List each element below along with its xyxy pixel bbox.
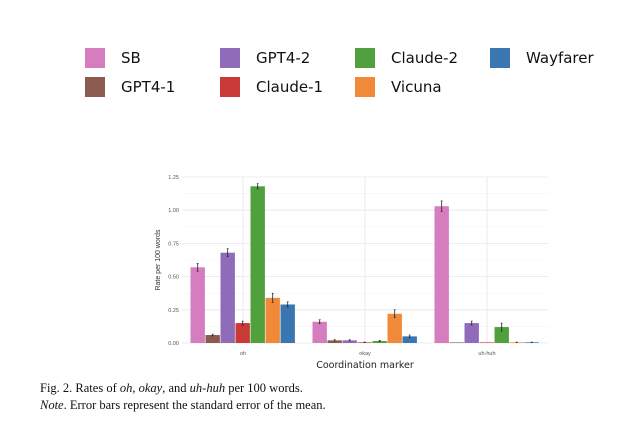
legend-item: GPT4-2 — [220, 48, 310, 68]
legend-label: Claude-2 — [391, 49, 459, 67]
bar-claude-2-oh — [250, 186, 265, 343]
legend-swatch — [355, 77, 375, 97]
caption-okay: okay — [138, 381, 163, 395]
x-tick-label: uh-huh — [478, 351, 495, 357]
bar-claude-1-oh — [235, 323, 250, 343]
legend-item: Vicuna — [355, 77, 442, 97]
legend-swatch — [85, 77, 105, 97]
caption-text: . Error bars represent the standard erro… — [63, 398, 326, 412]
bar-wayfarer-okay — [402, 336, 417, 343]
legend-label: GPT4-1 — [121, 78, 176, 96]
bar-chart: 0.00 0.25 0.50 0.75 1.00 1.25 oh okay uh-huh Coor… — [155, 175, 548, 371]
legend-item: SB — [85, 48, 141, 68]
legend-swatch — [85, 48, 105, 68]
legend-label: Claude-1 — [256, 78, 324, 96]
bar-sb-oh — [190, 267, 205, 343]
legend-swatch — [490, 48, 510, 68]
bar-claude-2-uh-huh — [494, 327, 509, 343]
caption-uh-huh: uh-huh — [189, 381, 226, 395]
caption-text: , — [132, 381, 139, 395]
bar-gpt4-1-okay — [327, 340, 342, 343]
bar-vicuna-okay — [387, 313, 402, 343]
x-axis-label: Coordination marker — [316, 360, 414, 371]
bar-claude-1-uh-huh — [479, 342, 494, 343]
legend-item: Claude-2 — [355, 48, 458, 68]
legend-label: Vicuna — [391, 78, 442, 96]
y-tick-label: 0.00 — [168, 341, 179, 347]
caption-text: per 100 words. — [225, 381, 303, 395]
bar-gpt4-2-oh — [220, 252, 235, 343]
bar-gpt4-2-okay — [342, 340, 357, 343]
y-tick-label: 1.00 — [168, 208, 179, 214]
y-tick-label: 0.50 — [168, 275, 179, 281]
y-tick-label: 0.75 — [168, 241, 179, 247]
caption-oh: oh — [119, 381, 133, 395]
caption-note: Note — [40, 398, 64, 412]
bar-sb-uh-huh — [434, 206, 449, 343]
legend-label: SB — [121, 49, 141, 67]
legend-swatch — [220, 48, 240, 68]
y-tick-label: 1.25 — [168, 175, 179, 181]
figure-caption-line-1: Fig. 2. Rates of oh, okay, and uh-huh pe… — [40, 381, 303, 396]
bar-gpt4-1-uh-huh — [449, 342, 464, 343]
legend-item: Wayfarer — [490, 48, 594, 68]
bar-wayfarer-oh — [280, 304, 295, 343]
legend: SB GPT4-2 Claude-2 Wayfarer GPT4-1 Claude-1 Vi… — [0, 0, 640, 110]
x-tick-label: oh — [240, 351, 246, 357]
y-tick-label: 0.25 — [168, 308, 179, 314]
bar-claude-2-okay — [372, 341, 387, 343]
bar-gpt4-2-uh-huh — [464, 323, 479, 343]
bar-vicuna-oh — [265, 297, 280, 343]
legend-item: Claude-1 — [220, 77, 323, 97]
legend-label: Wayfarer — [526, 49, 594, 67]
bar-sb-okay — [312, 321, 327, 343]
legend-item: GPT4-1 — [85, 77, 175, 97]
caption-text: Fig. 2. Rates of — [40, 381, 120, 395]
x-tick-label: okay — [359, 351, 371, 357]
legend-swatch — [355, 48, 375, 68]
figure-caption-line-2: Note. Error bars represent the standard … — [40, 398, 326, 413]
legend-swatch — [220, 77, 240, 97]
bar-gpt4-1-oh — [205, 335, 220, 343]
caption-text: , and — [162, 381, 190, 395]
y-axis-label: Rate per 100 words — [155, 229, 162, 291]
legend-label: GPT4-2 — [256, 49, 311, 67]
